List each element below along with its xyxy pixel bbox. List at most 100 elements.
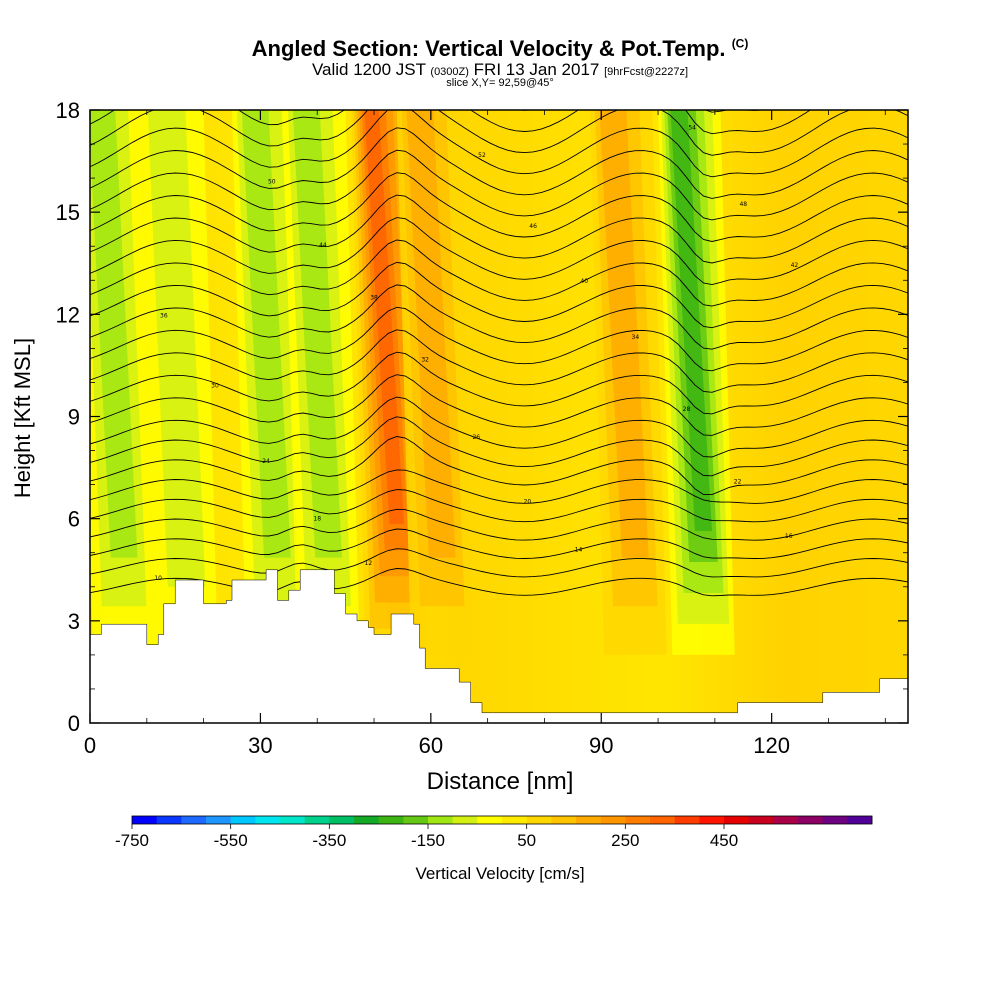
y-tick-label: 15	[56, 200, 80, 225]
isentrope-line	[90, 110, 908, 178]
slice-info: slice X,Y= 92,59@45°	[446, 77, 554, 89]
isentrope-label: 10	[154, 575, 162, 582]
isentrope-line	[90, 528, 908, 559]
isentrope-line	[90, 149, 908, 221]
updraft-band	[406, 110, 456, 558]
colorbar-swatch	[132, 816, 157, 824]
colorbar-swatch	[181, 816, 207, 824]
colorbar-tick-label: 50	[517, 831, 536, 850]
colorbar-label: Vertical Velocity [cm/s]	[415, 864, 585, 883]
isentrope-line	[90, 329, 908, 393]
isentrope-label: 16	[785, 533, 793, 540]
isentrope-line	[90, 508, 908, 541]
isentrope-line	[90, 217, 908, 286]
colorbar-swatch	[329, 816, 355, 824]
isentrope-line	[90, 284, 908, 350]
isentrope-line	[90, 110, 812, 135]
colorbar-swatch	[748, 816, 774, 824]
isentrope-label: 44	[319, 242, 327, 249]
y-tick-label: 6	[68, 507, 80, 532]
isentrope-line	[90, 416, 908, 477]
isentrope-label: 54	[688, 124, 696, 131]
isentrope-label: 32	[421, 357, 429, 364]
x-tick-label: 30	[248, 733, 272, 758]
isentrope-label: 40	[580, 278, 588, 285]
isentrope-label: 58	[427, 74, 435, 81]
isentrope-labels: 10 12 14 16 18 20 22 24 26 28 30 32 34 36 38 40 42 44 46 48…	[154, 74, 799, 582]
isentrope-label: 36	[160, 313, 168, 320]
isentrope-label: 20	[524, 499, 532, 506]
colorbar-swatch	[304, 816, 330, 824]
isentrope-label: 56	[217, 101, 225, 108]
updraft-band	[599, 110, 649, 558]
isentrope-label: 34	[632, 334, 640, 341]
colorbar-swatch	[798, 816, 823, 824]
x-tick-label: 0	[84, 733, 96, 758]
colorbar-tick-label: 250	[611, 831, 639, 850]
colorbar-tick-label: -750	[115, 831, 149, 850]
downdraft-band	[241, 110, 291, 558]
isentrope-label: 18	[313, 515, 321, 522]
colorbar-swatch	[428, 816, 453, 824]
isentrope-line	[90, 127, 908, 199]
chart-subtitle: Valid 1200 JST (0300Z) FRI 13 Jan 2017 […	[311, 60, 689, 79]
colorbar-swatch	[699, 816, 725, 824]
colorbar: -750 -550 -350 -150 50 250 450	[115, 815, 873, 850]
isentrope-label: 12	[365, 560, 373, 567]
isentrope-line	[90, 396, 908, 458]
x-tick-label: 60	[419, 733, 443, 758]
colorbar-swatch	[724, 816, 749, 824]
colorbar-swatch	[452, 816, 478, 824]
colorbar-swatch	[354, 816, 379, 824]
colorbar-swatch	[280, 816, 305, 824]
isentrope-line	[90, 568, 908, 597]
isentrope-label: 50	[268, 178, 276, 185]
y-tick-label: 12	[56, 302, 80, 327]
y-tick-label: 18	[56, 98, 80, 123]
isentrope-line	[90, 374, 908, 436]
colorbar-swatch	[773, 816, 799, 824]
isentrope-label: 30	[211, 382, 219, 389]
isentrope-label: 46	[529, 223, 537, 230]
isentrope-line	[90, 172, 908, 242]
colorbar-swatch	[206, 816, 231, 824]
colorbar-swatch	[477, 816, 503, 824]
x-tick-label: 120	[753, 733, 790, 758]
colorbar-swatch	[674, 816, 700, 824]
colorbar-swatch	[551, 816, 577, 824]
x-axis-label: Distance [nm]	[426, 768, 574, 795]
isentrope-line	[90, 261, 908, 329]
colorbar-swatch	[403, 816, 429, 824]
colorbar-swatch	[822, 816, 848, 824]
x-tick-label: 90	[589, 733, 613, 758]
isentrope-label: 14	[575, 547, 583, 554]
isentrope-line	[90, 351, 908, 415]
isentropes	[90, 110, 908, 597]
y-tick-label: 0	[68, 711, 80, 736]
colorbar-tick-label: -550	[214, 831, 248, 850]
terrain	[90, 569, 908, 723]
isentrope-label: 42	[791, 262, 799, 269]
colorbar-swatch	[847, 816, 873, 824]
colorbar-swatch	[576, 816, 601, 824]
isentrope-label: 38	[370, 294, 378, 301]
title-unit: (C)	[731, 36, 749, 51]
colorbar-swatch	[156, 816, 182, 824]
isentrope-label: 22	[734, 478, 742, 485]
velocity-bands	[90, 110, 735, 655]
isentrope-line	[90, 489, 908, 523]
isentrope-line	[90, 110, 908, 156]
isentrope-label: 26	[472, 434, 480, 441]
isentrope-line	[90, 239, 908, 307]
chart-title: Angled Section: Vertical Velocity & Pot.…	[251, 36, 749, 61]
isentrope-line	[90, 194, 908, 264]
colorbar-swatch	[600, 816, 626, 824]
colorbar-tick-label: 450	[710, 831, 738, 850]
colorbar-swatch	[230, 816, 256, 824]
colorbar-frame	[131, 815, 873, 825]
downdraft-band	[670, 110, 712, 532]
y-tick-label: 9	[68, 405, 80, 430]
downdraft-band	[147, 110, 206, 587]
axes: 0 30 60 90 120 0 36 9 12 15 18	[56, 98, 908, 758]
